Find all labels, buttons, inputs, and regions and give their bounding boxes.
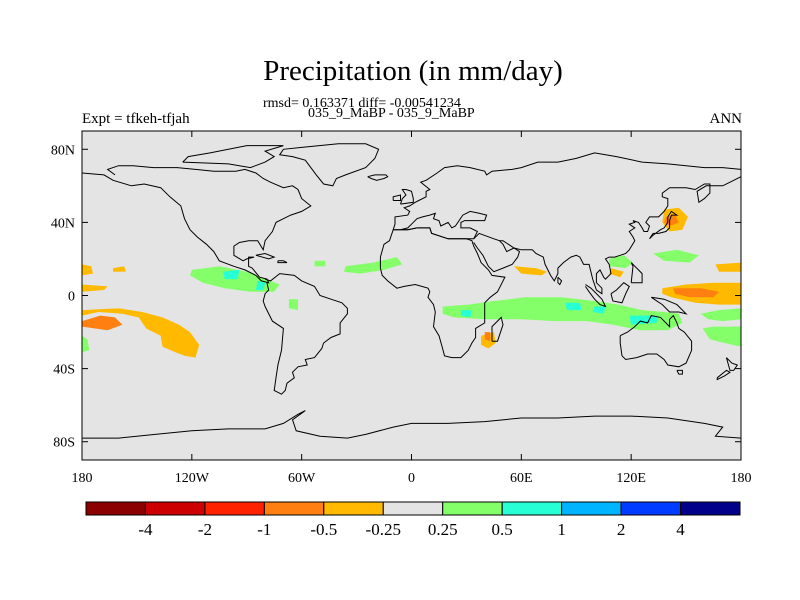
figure-subtitle: 035_9_MaBP - 035_9_MaBP	[308, 106, 475, 121]
anomaly-region	[314, 260, 326, 267]
colorbar-label: -0.25	[366, 520, 401, 539]
coastline	[400, 189, 414, 205]
colorbar-label: -4	[138, 520, 153, 539]
anomaly-region	[82, 308, 200, 358]
anomaly-region	[255, 280, 266, 290]
y-tick-label: 80S	[53, 436, 75, 451]
y-tick-label: 80N	[51, 143, 75, 158]
y-tick-label: 40S	[53, 363, 75, 378]
colorbar-swatch	[501, 501, 563, 516]
anomaly-region	[288, 299, 298, 311]
y-tick-label: 0	[68, 290, 75, 305]
x-tick-label: 180	[72, 471, 93, 486]
coastline	[392, 152, 741, 230]
coastline	[277, 260, 288, 264]
coastline	[649, 210, 679, 240]
colorbar-label: -1	[257, 520, 271, 539]
anomaly-region	[82, 315, 123, 331]
anomaly-region	[442, 297, 683, 331]
colorbar-swatch	[561, 501, 622, 516]
coastline	[619, 314, 693, 368]
anomaly-region	[514, 266, 547, 276]
colorbar-label: 0.25	[428, 520, 458, 539]
colorbar-label: -0.5	[310, 520, 337, 539]
colorbar-swatch	[442, 501, 503, 516]
x-tick-label: 0	[408, 471, 415, 486]
coastline	[557, 276, 563, 286]
colorbar-label: 4	[676, 520, 685, 539]
coastline	[651, 296, 688, 315]
anomaly-region	[653, 249, 699, 263]
anomaly-region	[565, 302, 582, 311]
coastline	[630, 262, 643, 284]
coastline	[676, 369, 683, 375]
colorbar-swatch	[85, 501, 146, 516]
coastline	[367, 174, 389, 181]
anomaly-region	[82, 264, 93, 276]
colorbar: -4 -2 -1 -0.5 -0.25 0.25 0.5 1 2 4	[85, 501, 741, 539]
anomaly-region	[702, 326, 741, 347]
y-tick-label: 40N	[51, 216, 75, 231]
coastline	[255, 252, 276, 260]
colorbar-label: -2	[198, 520, 212, 539]
colorbar-swatch	[144, 501, 206, 516]
figure-title: Precipitation (in mm/day)	[263, 55, 563, 87]
stats-line: rmsd= 0.163371 diff= -0.00541234	[263, 96, 461, 111]
map-background	[82, 131, 741, 460]
axis-ticks: 180 120W 60W 0 60E 120E 180 80N 40N 0 40S 80S	[51, 131, 752, 486]
coastline-layer	[82, 143, 741, 439]
coastline	[716, 369, 731, 381]
coastline	[610, 282, 630, 304]
anomaly-region	[113, 266, 126, 272]
coastline	[82, 410, 741, 439]
colorbar-label: 0.5	[492, 520, 513, 539]
colorbar-swatch	[620, 501, 682, 516]
colorbar-swatch	[680, 501, 741, 516]
season-label: ANN	[709, 111, 743, 127]
coastline	[491, 316, 504, 342]
anomaly-region	[82, 284, 108, 292]
x-tick-label: 60W	[288, 471, 316, 486]
x-tick-label: 120W	[175, 471, 210, 486]
anomaly-region	[609, 255, 633, 269]
colorbar-swatch	[382, 501, 444, 516]
coastline	[278, 143, 380, 187]
anomaly-region	[592, 306, 606, 314]
coastline	[392, 194, 401, 201]
anomaly-region	[715, 262, 741, 272]
coastline	[262, 273, 348, 395]
anomaly-region	[82, 335, 90, 353]
coastline	[725, 357, 739, 371]
anomaly-region	[673, 288, 719, 298]
x-tick-label: 120E	[616, 471, 646, 486]
colorbar-swatch	[204, 501, 265, 516]
colorbar-swatch	[263, 501, 325, 516]
coastline	[379, 227, 506, 359]
anomaly-region	[484, 332, 491, 342]
anomaly-region	[460, 310, 472, 318]
x-tick-label: 180	[731, 471, 752, 486]
anomaly-region	[343, 257, 403, 274]
coastline	[82, 165, 312, 284]
colorbar-swatch	[323, 501, 384, 516]
coastline	[182, 145, 284, 169]
anomaly-region	[609, 268, 624, 278]
colorbar-label: 1	[557, 520, 566, 539]
colorbar-label: 2	[617, 520, 626, 539]
experiment-label: Expt = tfkeh-tfjah	[82, 111, 190, 127]
coastline	[584, 284, 607, 308]
x-tick-label: 60E	[510, 471, 533, 486]
coastline	[473, 232, 521, 273]
coastline	[499, 176, 741, 295]
anomaly-region	[223, 269, 240, 280]
anomaly-region	[700, 308, 741, 322]
